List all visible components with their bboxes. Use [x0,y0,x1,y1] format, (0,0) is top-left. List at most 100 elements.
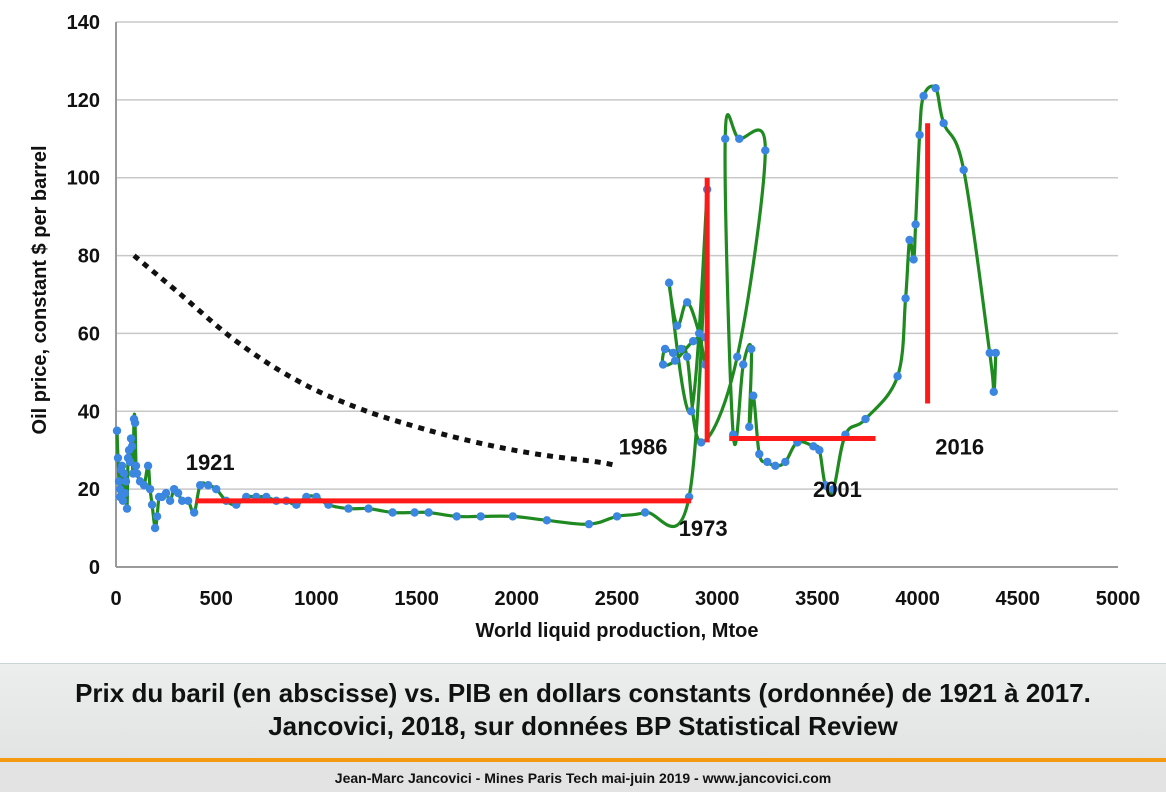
x-tick-label: 0 [110,588,121,610]
data-point [919,91,928,101]
caption-line-1: Prix du baril (en abscisse) vs. PIB en d… [75,678,1091,708]
data-point [721,134,730,143]
data-point [424,508,433,517]
data-point [364,504,373,513]
data-point [119,469,129,478]
data-point [676,344,686,354]
data-point [476,512,485,521]
data-point [959,165,968,175]
data-point [829,484,838,494]
data-point [771,461,780,470]
y-axis-label: Oil price, constant $ per barrel [29,146,51,435]
data-point [670,356,680,365]
data-point [189,508,199,517]
annotation-year-label: 1973 [679,516,728,541]
data-point [344,504,353,513]
data-point [410,508,419,517]
data-point [696,438,706,447]
annotation-year-label: 2016 [935,434,984,459]
data-point [761,146,770,155]
data-point [452,512,461,521]
data-point [152,512,162,521]
data-point [911,220,920,229]
data-point [755,449,764,459]
y-tick-label: 100 [67,168,100,190]
chart-area: Oil price, constant $ per barrel World l… [29,12,1141,642]
data-point [694,329,704,338]
data-point [682,298,692,307]
data-point [682,352,692,361]
y-tick-label: 60 [78,323,100,345]
x-tick-label: 5000 [1096,588,1141,610]
data-point [173,488,183,498]
data-point [131,461,141,470]
data-point [612,512,622,521]
x-tick-label: 3000 [695,588,740,610]
data-point [122,504,132,513]
data-point [893,372,902,381]
data-point [508,512,517,521]
data-point [915,130,924,140]
data-point [150,523,160,533]
data-point [388,508,397,517]
data-point [177,496,187,506]
data-point [660,344,670,354]
data-point [145,484,155,494]
data-point [584,519,594,529]
data-point [745,422,754,432]
data-point [130,418,140,428]
data-point [739,360,748,369]
data-point [161,488,171,498]
x-tick-label: 4000 [895,588,940,610]
data-point [686,407,696,416]
data-point [781,457,790,467]
y-tick-label: 120 [67,90,100,112]
annotation-year-label: 2001 [813,477,862,502]
data-point [183,496,193,506]
data-point [688,337,698,346]
data-point [664,278,674,288]
x-tick-label: 500 [200,588,233,610]
y-tick-label: 140 [67,12,100,34]
footer-credit: Jean-Marc Jancovici - Mines Paris Tech m… [0,762,1166,792]
data-point [672,321,682,330]
x-tick-label: 3500 [795,588,840,610]
data-point [733,352,742,361]
x-tick-label: 2500 [595,588,640,610]
x-tick-label: 2000 [495,588,540,610]
annotation-year-label: 1921 [186,450,235,475]
y-tick-label: 20 [78,479,100,501]
data-point [749,391,758,400]
accent-divider [0,758,1166,762]
y-tick-label: 0 [89,557,100,579]
data-point [640,508,650,517]
data-point [985,348,994,358]
data-point [991,348,1000,358]
data-point [117,461,127,470]
dotted-trend-curve [132,253,618,469]
caption-line-2: Jancovici, 2018, sur données BP Statisti… [268,711,898,741]
data-point [143,461,153,470]
data-point [658,360,668,369]
data-point [139,481,149,490]
data-point [132,469,142,478]
data-point [989,387,998,397]
data-point [127,442,137,451]
data-point [113,453,123,463]
data-point [909,255,918,264]
data-point [126,434,136,443]
data-point [931,83,940,93]
data-point [668,348,678,358]
data-point [147,500,157,509]
data-point [203,481,213,490]
data-point [121,477,131,486]
data-point [901,294,910,303]
data-point [125,457,135,467]
x-axis-label: World liquid production, Mtoe [476,620,759,642]
x-tick-label: 1000 [294,588,339,610]
data-point [815,446,824,455]
y-tick-label: 40 [78,401,100,423]
caption-box: Prix du baril (en abscisse) vs. PIB en d… [0,663,1166,759]
data-point [939,119,948,128]
data-point [861,414,870,424]
